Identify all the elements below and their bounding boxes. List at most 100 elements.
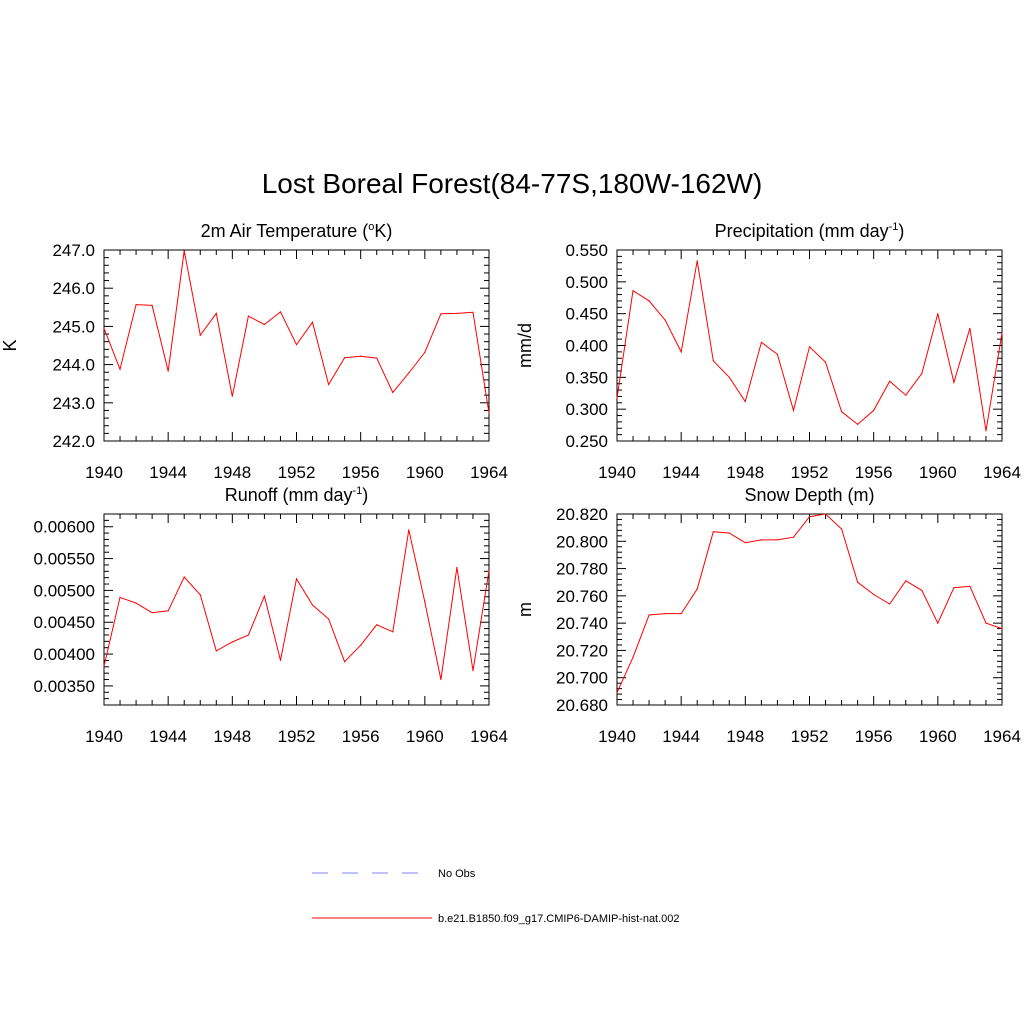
y-tick-label: 0.350	[565, 368, 608, 387]
data-point	[472, 311, 474, 313]
x-tick-label: 1964	[983, 463, 1021, 482]
legend-label-no-obs: No Obs	[438, 868, 476, 880]
x-tick-label: 1960	[406, 463, 444, 482]
y-tick-label: 0.550	[565, 241, 608, 260]
data-point	[728, 376, 730, 378]
y-tick-label: 0.00400	[34, 645, 95, 664]
data-point	[167, 610, 169, 612]
y-tick-label: 245.0	[52, 317, 95, 336]
panel-snow-depth: Snow Depth (m) m 1940 1944 1948 1952 1956 1960 1…	[515, 485, 1021, 746]
data-point	[937, 622, 939, 624]
data-point	[1001, 332, 1003, 334]
panel-title: Precipitation (mm day-1)	[715, 221, 905, 241]
panel-title: 2m Air Temperature (oK)	[201, 221, 393, 241]
data-point	[744, 400, 746, 403]
data-point	[392, 631, 394, 633]
data-point	[424, 601, 426, 603]
data-point	[408, 372, 410, 374]
data-point	[279, 311, 282, 313]
data-point	[696, 260, 698, 262]
data-point	[696, 588, 698, 590]
y-tick-label: 0.300	[565, 400, 608, 419]
data-point	[985, 430, 987, 432]
data-point	[151, 612, 153, 614]
data-point	[376, 624, 378, 626]
y-tick-label: 20.680	[556, 696, 608, 715]
x-tick-label: 1948	[726, 463, 764, 482]
data-point	[167, 370, 169, 372]
data-point	[488, 412, 490, 414]
data-point	[873, 409, 875, 411]
data-point	[792, 409, 795, 411]
x-tick-label: 1956	[855, 727, 893, 746]
y-tick-label: 0.00500	[34, 581, 95, 600]
data-point	[263, 595, 265, 597]
data-point	[680, 613, 682, 615]
x-tick-label: 1964	[470, 727, 508, 746]
data-point	[295, 344, 298, 346]
data-point	[616, 397, 618, 399]
y-axis-label: K	[0, 339, 20, 351]
y-tick-label: 20.700	[556, 669, 608, 688]
data-point	[632, 656, 634, 658]
data-point	[664, 319, 666, 321]
data-point	[760, 341, 763, 343]
x-tick-label: 1960	[406, 727, 444, 746]
data-point	[440, 678, 442, 681]
x-tick-label: 1944	[149, 463, 187, 482]
data-point	[311, 321, 314, 323]
panel-precipitation: Precipitation (mm day-1) mm/d 1940 1944 1948…	[515, 221, 1021, 482]
data-point	[792, 536, 795, 538]
data-point	[889, 380, 891, 382]
y-tick-label: 243.0	[52, 394, 95, 413]
y-tick-label: 0.500	[565, 273, 608, 292]
data-point	[247, 634, 249, 636]
data-point	[279, 659, 282, 662]
data-point	[953, 381, 955, 383]
x-tick-label: 1952	[278, 463, 316, 482]
data-point	[263, 323, 265, 326]
data-point	[648, 300, 650, 302]
x-tick-label: 1940	[598, 463, 636, 482]
data-point	[311, 604, 314, 606]
x-tick-label: 1952	[278, 727, 316, 746]
panel-title: Snow Depth (m)	[744, 485, 874, 505]
y-tick-label: 0.00450	[34, 613, 95, 632]
x-tick-label: 1956	[342, 727, 380, 746]
data-point	[937, 313, 939, 315]
data-point	[183, 576, 185, 578]
data-point	[808, 516, 811, 518]
data-point	[392, 391, 394, 394]
y-tick-label: 0.450	[565, 305, 608, 324]
data-point	[857, 423, 859, 425]
y-tick-label: 0.00350	[34, 677, 95, 696]
data-point	[969, 327, 971, 329]
data-point	[424, 351, 426, 353]
x-tick-label: 1960	[919, 463, 957, 482]
x-tick-label: 1940	[598, 727, 636, 746]
data-point	[408, 529, 410, 531]
y-tick-label: 20.800	[556, 532, 608, 551]
y-tick-label: 0.00600	[34, 518, 95, 537]
data-point	[344, 357, 346, 359]
y-axis-label: m	[515, 602, 535, 617]
legend-label-model: b.e21.B1850.f09_g17.CMIP6-DAMIP-hist-nat…	[438, 913, 680, 925]
data-point	[808, 346, 811, 348]
y-axis-label: mm/d	[515, 323, 535, 368]
x-tick-label: 1956	[342, 463, 380, 482]
data-point	[680, 351, 682, 353]
data-point	[199, 334, 201, 336]
data-point	[776, 353, 779, 355]
y-tick-label: 0.250	[565, 432, 608, 451]
data-point	[985, 622, 987, 624]
data-point	[103, 327, 105, 329]
data-point	[824, 513, 827, 515]
x-tick-label: 1940	[85, 463, 123, 482]
data-point	[712, 360, 714, 362]
data-point	[151, 304, 153, 306]
data-point	[921, 589, 923, 592]
data-point	[776, 539, 779, 541]
x-tick-label: 1944	[662, 463, 700, 482]
